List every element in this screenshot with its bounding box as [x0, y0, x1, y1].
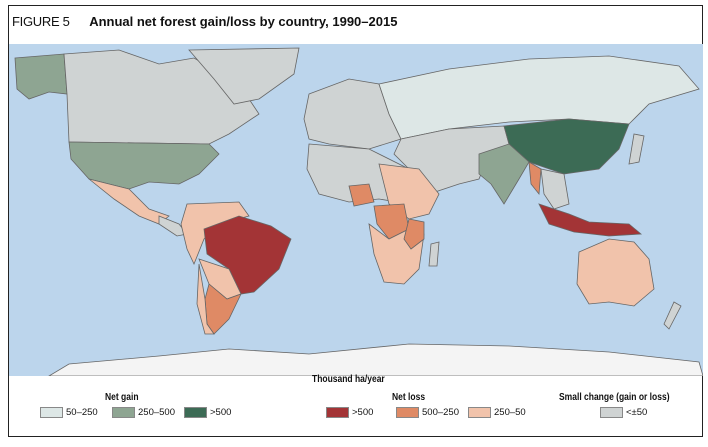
- legend-swatch-small-change: [600, 407, 623, 418]
- country-usa: [68, 141, 220, 190]
- legend-label: >500: [210, 407, 232, 418]
- country-myanmar: [528, 161, 542, 196]
- legend-swatch-gain-50-250: [40, 407, 63, 418]
- country-nigeria: [348, 183, 375, 207]
- legend-label: 50–250: [66, 407, 98, 418]
- legend-label: <±50: [626, 407, 648, 418]
- legend-label: 250–500: [138, 407, 175, 418]
- figure-label: FIGURE 5: [12, 14, 70, 29]
- legend-label: 250–50: [494, 407, 526, 418]
- country-australia: [576, 238, 655, 307]
- region-southeast-asia: [540, 168, 570, 210]
- country-new-zealand: [663, 301, 682, 330]
- region-northern-south-america: [180, 201, 250, 266]
- antarctica: [48, 343, 703, 376]
- region-central-america: [158, 215, 188, 237]
- legend-unit: Thousand ha/year: [312, 374, 385, 385]
- country-india: [478, 143, 530, 205]
- figure-header: FIGURE 5 Annual net forest gain/loss by …: [12, 14, 397, 29]
- legend-swatch-loss-250-50: [468, 407, 491, 418]
- country-alaska: [14, 53, 68, 100]
- region-europe: [303, 78, 402, 150]
- country-madagascar: [428, 241, 440, 267]
- country-chile: [196, 263, 215, 335]
- legend-swatch-loss-500: [326, 407, 349, 418]
- country-greenland: [188, 47, 300, 105]
- legend-label: 500–250: [422, 407, 459, 418]
- figure-title: Annual net forest gain/loss by country, …: [89, 14, 398, 29]
- country-japan: [628, 133, 645, 165]
- legend-swatch-gain-500: [184, 407, 207, 418]
- country-indonesia: [538, 203, 643, 237]
- legend-net-gain-title: Net gain: [105, 392, 139, 403]
- legend-swatch-loss-500-250: [396, 407, 419, 418]
- country-tanzania-zimbabwe: [403, 218, 425, 250]
- legend-net-loss-title: Net loss: [392, 392, 426, 403]
- world-map: [9, 44, 703, 376]
- legend-swatch-gain-250-500: [112, 407, 135, 418]
- legend-label: >500: [352, 407, 374, 418]
- legend-small-change-title: Small change (gain or loss): [559, 392, 670, 403]
- country-brazil: [203, 215, 292, 295]
